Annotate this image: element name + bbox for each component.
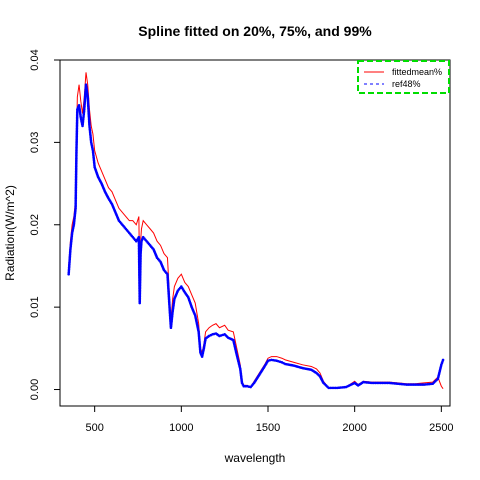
plot-area: [59, 59, 451, 407]
x-axis: 500 1000 1500 2000 2500: [85, 406, 454, 434]
x-axis-label: wavelength: [224, 451, 286, 465]
series-ref48: [67, 83, 445, 390]
legend-label-fittedmean: fittedmean%: [392, 67, 442, 77]
series-line-fittedmean: [68, 72, 444, 389]
x-tick-label: 1000: [169, 422, 193, 434]
y-tick-label: 0.00: [29, 379, 41, 400]
y-tick-label: 0.02: [29, 214, 41, 235]
plot-frame: [59, 59, 451, 407]
x-tick-label: 500: [85, 422, 103, 434]
chart-title: Spline fitted on 20%, 75%, and 99%: [138, 23, 372, 39]
y-tick-label: 0.03: [29, 132, 41, 153]
x-tick-label: 1500: [256, 422, 280, 434]
x-tick-label: 2000: [342, 422, 366, 434]
y-axis: 0.00 0.01 0.02 0.03 0.04: [29, 49, 60, 400]
y-axis-label: Radiation(W/m^2): [3, 185, 17, 281]
x-tick-label: 2500: [429, 422, 453, 434]
legend-box: [357, 60, 450, 94]
data-point: [441, 358, 445, 362]
y-tick-label: 0.01: [29, 296, 41, 317]
series-fittedmean: [68, 72, 444, 389]
legend: fittedmean% ref48%: [357, 60, 450, 94]
legend-label-ref48: ref48%: [392, 79, 421, 89]
y-tick-label: 0.04: [29, 49, 41, 70]
series-layer: [67, 72, 445, 390]
